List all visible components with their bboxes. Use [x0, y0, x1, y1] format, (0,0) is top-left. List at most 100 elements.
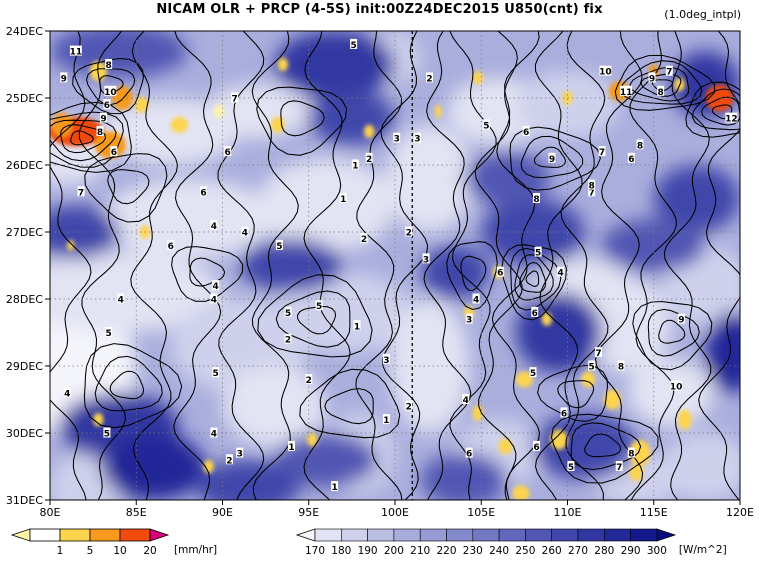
y-tick-label: 29DEC — [6, 360, 43, 373]
contour-label: 6 — [104, 101, 110, 111]
contour-label: 8 — [533, 195, 539, 205]
precip-patch — [629, 465, 644, 482]
contour-label: 8 — [637, 141, 643, 151]
gridlines — [50, 31, 740, 500]
contour-label-bg — [465, 447, 473, 458]
contour-label: 10 — [104, 88, 117, 98]
precip-patch — [581, 371, 596, 388]
olr-level-label: 210 — [410, 545, 430, 557]
contour-label-bg — [210, 293, 218, 304]
contour-label-bg — [339, 193, 347, 203]
contour-line — [534, 31, 583, 500]
contour-label: 2 — [361, 235, 367, 245]
contour-label: 1 — [354, 322, 360, 332]
precip-patch — [203, 459, 214, 474]
contour-label: 7 — [589, 188, 595, 198]
contour-label: 7 — [666, 68, 672, 78]
contour-label-bg — [413, 132, 421, 143]
contour-label: 6 — [466, 450, 472, 460]
contour-label-bg — [212, 367, 220, 378]
contour-label-bg — [231, 92, 239, 103]
y-tick-label: 28DEC — [6, 293, 43, 306]
contour-label-bg — [595, 347, 603, 358]
contour-loop — [275, 290, 351, 348]
contour-label: 6 — [523, 128, 529, 138]
contour-loop — [510, 247, 562, 311]
precip-level-label: 5 — [87, 545, 94, 557]
contour-label: 1 — [331, 483, 337, 493]
contour-loop — [324, 388, 374, 425]
contour-label-bg — [405, 226, 413, 237]
contour-label: 1 — [383, 416, 389, 426]
contour-label-bg — [620, 85, 633, 96]
olr-patch — [196, 459, 301, 500]
x-tick-label: 105E — [467, 506, 495, 519]
olr-level-label: 220 — [436, 545, 456, 557]
contour-label-bg — [60, 72, 68, 83]
contour-loop — [537, 364, 609, 422]
contour-label-bg — [588, 360, 596, 371]
precip-patch — [170, 116, 188, 133]
contour-label-bg — [210, 219, 218, 230]
contour-label-bg — [557, 266, 565, 277]
contour-line — [130, 31, 179, 500]
contour-label-bg — [534, 246, 542, 257]
olr-color-box — [498, 528, 526, 542]
olr-color-box — [340, 528, 368, 542]
contour-label-bg — [472, 293, 480, 304]
contour-label: 4 — [211, 222, 217, 232]
contour-label: 1 — [340, 195, 346, 205]
precip-patch — [277, 57, 289, 72]
contour-label: 6 — [111, 148, 117, 158]
contour-label: 6 — [532, 309, 538, 319]
contour-loop — [70, 130, 94, 146]
contour-label-bg — [353, 320, 361, 331]
contour-label-bg — [532, 440, 540, 451]
contour-loop — [50, 101, 132, 173]
precip-level-label: 10 — [113, 545, 126, 557]
contour-label-bg — [496, 266, 504, 277]
contour-label: 7 — [231, 95, 237, 105]
precip-level-label: 20 — [143, 545, 156, 557]
y-tick-label: 30DEC — [6, 427, 43, 440]
olr-level-label: 190 — [358, 545, 378, 557]
precip-color-box — [29, 528, 61, 542]
olr-level-label: 260 — [542, 545, 562, 557]
contour-label-bg — [241, 226, 249, 237]
precip-low-triangle — [10, 528, 31, 542]
olr-level-label: 300 — [647, 545, 667, 557]
contour-label-bg — [69, 45, 82, 56]
precip-patch — [363, 124, 375, 139]
contour-label: 9 — [649, 74, 655, 84]
contour-label-bg — [725, 112, 738, 123]
contour-label: 4 — [64, 389, 70, 399]
interpolation-note: (1.0deg_intpl) — [664, 8, 741, 21]
olr-color-box — [630, 528, 658, 542]
contour-label-bg — [532, 193, 540, 203]
contour-loop — [525, 270, 540, 287]
olr-level-label: 180 — [331, 545, 351, 557]
contour-label-bg — [522, 126, 530, 136]
contour-label: 7 — [616, 463, 622, 473]
contour-line — [251, 31, 299, 500]
contour-label: 6 — [561, 409, 567, 419]
contour-label: 5 — [535, 249, 541, 259]
contour-label: 3 — [394, 135, 400, 145]
olr-color-box — [314, 528, 342, 542]
y-tick-label: 26DEC — [6, 159, 43, 172]
olr-patch — [705, 312, 740, 393]
contour-line — [698, 31, 740, 500]
contour-label-bg — [284, 306, 292, 317]
olr-patch — [222, 366, 326, 447]
contour-label: 2 — [366, 155, 372, 165]
contour-label-bg — [365, 152, 373, 163]
contour-label: 4 — [463, 396, 469, 406]
contour-label-bg — [548, 152, 556, 163]
olr-low-triangle — [295, 528, 316, 542]
contour-label: 7 — [595, 349, 601, 359]
contour-label: 5 — [530, 369, 536, 379]
contour-loop — [509, 126, 601, 191]
contour-label-bg — [77, 186, 85, 197]
contour-loop — [446, 241, 498, 311]
